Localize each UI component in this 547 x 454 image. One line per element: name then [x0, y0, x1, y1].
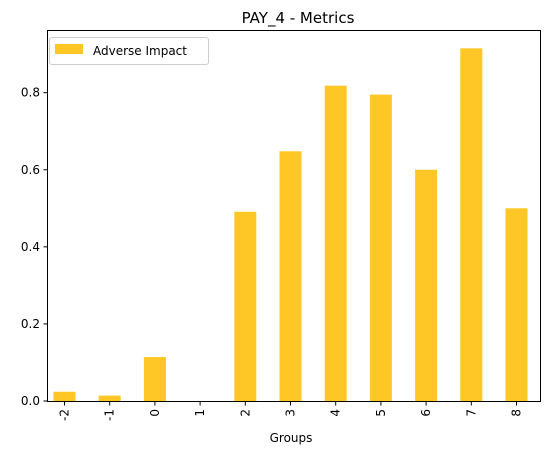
bar-0 [143, 357, 166, 401]
bar-5 [369, 94, 392, 401]
x-tick-label: -1 [103, 409, 117, 421]
legend-label: Adverse Impact [93, 44, 187, 58]
y-tick-label: 0.8 [21, 86, 40, 100]
y-tick-label: 0.2 [21, 317, 40, 331]
y-tick-label: 0.4 [21, 240, 40, 254]
x-tick-label: 0 [148, 409, 162, 417]
bar--2 [53, 391, 76, 401]
y-tick-label: 0.0 [21, 394, 40, 408]
x-tick-label: 7 [464, 409, 478, 417]
chart-title: PAY_4 - Metrics [242, 9, 355, 28]
x-tick-label: 8 [510, 409, 524, 417]
x-tick-label: 1 [193, 409, 207, 417]
bar-4 [324, 85, 347, 401]
y-tick-label: 0.6 [21, 163, 40, 177]
legend-swatch [55, 44, 83, 54]
bar-2 [234, 211, 257, 401]
y-axis: 0.0 0.2 0.4 0.6 0.8 [21, 86, 48, 408]
bar--1 [98, 395, 121, 401]
legend-box [49, 37, 209, 65]
bar-3 [279, 151, 302, 401]
bar-8 [505, 208, 528, 401]
legend: Adverse Impact [49, 37, 209, 65]
plot-area-frame [47, 30, 541, 402]
x-tick-label: 4 [329, 409, 343, 417]
x-tick-label: 5 [374, 409, 388, 417]
x-axis: -2 -1 0 1 2 3 4 5 6 7 8 [58, 401, 524, 421]
bar-6 [415, 169, 438, 401]
x-axis-label: Groups [270, 431, 313, 445]
x-tick-label: 6 [419, 409, 433, 417]
bar-7 [460, 48, 483, 402]
x-tick-label: 2 [238, 409, 252, 417]
x-tick-label: 3 [284, 409, 298, 417]
x-tick-label: -2 [58, 409, 72, 421]
bars-group [53, 48, 528, 402]
